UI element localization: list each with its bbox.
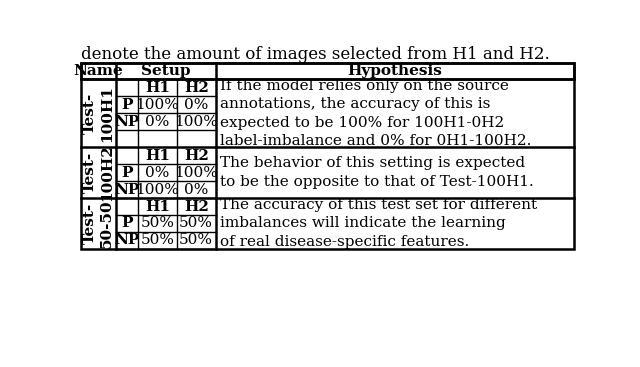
- Text: The behavior of this setting is expected
to be the opposite to that of Test-100H: The behavior of this setting is expected…: [220, 156, 533, 189]
- Text: P: P: [122, 217, 133, 230]
- Text: H2: H2: [184, 81, 209, 95]
- Text: 100%: 100%: [136, 98, 179, 112]
- Text: If the model relies only on the source
annotations, the accuracy of this is
expe: If the model relies only on the source a…: [220, 79, 531, 148]
- Text: H1: H1: [145, 81, 170, 95]
- Text: 100%: 100%: [174, 166, 218, 179]
- Text: 0%: 0%: [145, 115, 170, 129]
- Text: 0%: 0%: [184, 98, 209, 112]
- Text: 50%: 50%: [141, 217, 175, 230]
- Text: Hypothesis: Hypothesis: [348, 64, 442, 78]
- Text: 100%: 100%: [136, 182, 179, 197]
- Text: NP: NP: [115, 182, 140, 197]
- Text: H2: H2: [184, 149, 209, 163]
- Text: H2: H2: [184, 200, 209, 214]
- Text: Test-
100H2: Test- 100H2: [83, 144, 115, 201]
- Text: 100%: 100%: [174, 115, 218, 129]
- Text: P: P: [122, 98, 133, 112]
- Text: 50%: 50%: [179, 233, 213, 247]
- Text: H1: H1: [145, 149, 170, 163]
- Text: NP: NP: [115, 233, 140, 247]
- Bar: [81, 62, 573, 80]
- Text: 0%: 0%: [184, 182, 209, 197]
- Text: H1: H1: [145, 200, 170, 214]
- Bar: [81, 62, 573, 249]
- Text: The accuracy of this test set for different
imbalances will indicate the learnin: The accuracy of this test set for differ…: [220, 198, 536, 249]
- Text: denote the amount of images selected from H1 and H2.: denote the amount of images selected fro…: [81, 46, 550, 63]
- Text: Test-
100H1: Test- 100H1: [83, 85, 115, 142]
- Text: 50%: 50%: [141, 233, 175, 247]
- Text: NP: NP: [115, 115, 140, 129]
- Text: Test-
50-50: Test- 50-50: [83, 199, 115, 248]
- Text: Name: Name: [74, 64, 124, 78]
- Text: 0%: 0%: [145, 166, 170, 179]
- Text: Setup: Setup: [141, 64, 191, 78]
- Text: P: P: [122, 166, 133, 179]
- Text: 50%: 50%: [179, 217, 213, 230]
